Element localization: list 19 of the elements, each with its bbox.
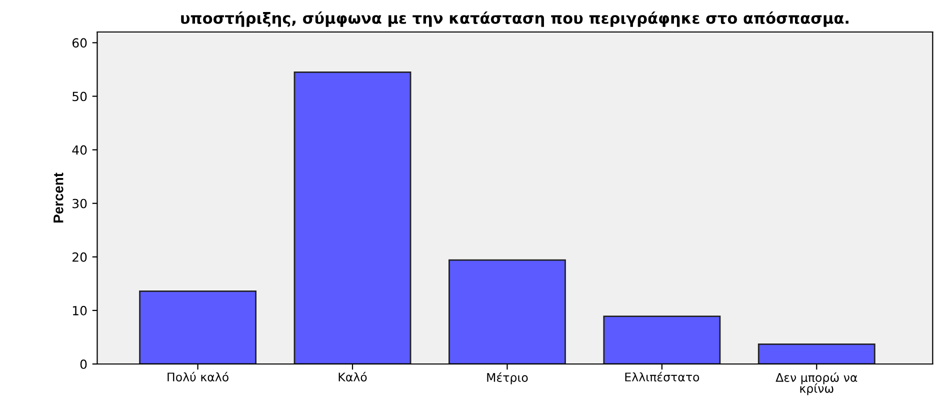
y-axis-title: Percent: [54, 172, 64, 223]
x-tick-label: Μέτριο: [487, 372, 528, 384]
x-tick-label: Ελλιπέστατο: [625, 372, 700, 382]
x-tick-label: Δεν μπορώ να κρίνω: [776, 372, 858, 396]
chart-title: υποστήριξης, σύμφωνα με την κατάσταση που περιγράφηκε στο απόσπασμα.: [181, 11, 848, 27]
x-tick-label: Πολύ καλό: [168, 372, 228, 382]
y-tick-label: 10: [72, 306, 87, 316]
bar: [294, 71, 412, 364]
x-tick-label: Καλό: [338, 372, 367, 382]
y-tick-label: 50: [72, 92, 87, 102]
bar: [139, 290, 257, 364]
bar: [603, 316, 721, 364]
y-tick-label: 60: [72, 38, 87, 48]
bar: [448, 259, 566, 364]
y-tick-label: 0: [80, 359, 87, 369]
y-tick-label: 20: [72, 252, 87, 262]
y-tick-label: 30: [72, 198, 87, 208]
y-tick-label: 40: [72, 145, 87, 155]
bar: [758, 343, 876, 364]
